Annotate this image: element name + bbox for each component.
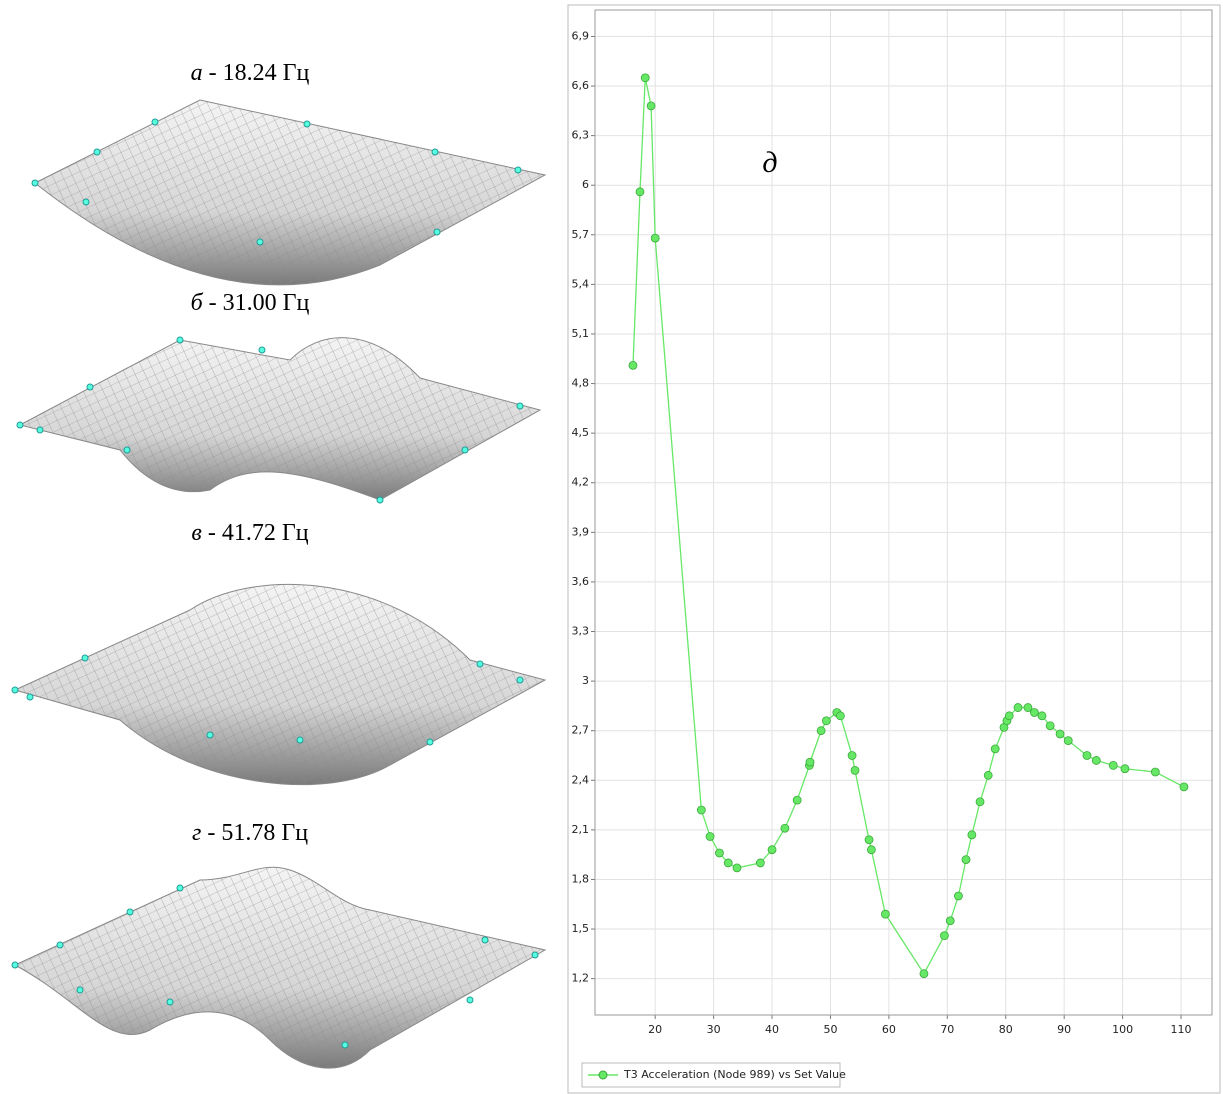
y-tick-label: 4,8	[572, 377, 590, 390]
panel-frequency: - 31.00 Гц	[209, 290, 310, 316]
data-point	[756, 859, 764, 867]
data-point	[651, 234, 659, 242]
panel-letter: б	[191, 290, 204, 316]
data-point	[1092, 756, 1100, 764]
y-tick-label: 2,7	[572, 724, 590, 737]
chart: 1,2 1,5 1,8 2,1 2,4 2,7 3 3,3 3,6 3,9 4,2 4,5 4,8 5,1…	[572, 10, 1213, 1087]
data-point	[984, 771, 992, 779]
y-tick-label: 4,2	[572, 476, 590, 489]
data-point	[647, 102, 655, 110]
panel-frequency: - 18.24 Гц	[209, 60, 310, 86]
data-point	[822, 717, 830, 725]
data-point	[836, 712, 844, 720]
y-tick-label: 2,1	[572, 823, 590, 836]
y-tick-label: 5,1	[572, 327, 590, 340]
data-point	[991, 745, 999, 753]
y-tick-label: 6,6	[572, 79, 590, 92]
mode-shape	[12, 584, 545, 784]
data-point	[629, 361, 637, 369]
x-tick-label: 100	[1112, 1023, 1133, 1036]
data-point	[1056, 730, 1064, 738]
data-point	[940, 932, 948, 940]
data-point	[806, 758, 814, 766]
panel-frequency: - 41.72 Гц	[208, 520, 309, 546]
x-tick-label: 110	[1171, 1023, 1192, 1036]
data-point	[1046, 722, 1054, 730]
data-point	[962, 856, 970, 864]
y-tick-label: 6,9	[572, 29, 590, 42]
data-point	[920, 970, 928, 978]
data-point	[1083, 751, 1091, 759]
panel-letter: а	[191, 60, 203, 86]
data-point	[867, 846, 875, 854]
data-point	[793, 796, 801, 804]
panel-letter: г	[192, 820, 201, 846]
x-tick-label: 50	[823, 1023, 837, 1036]
x-tick-label: 40	[765, 1023, 779, 1036]
data-point	[851, 766, 859, 774]
y-tick-label: 6	[582, 178, 589, 191]
y-tick-label: 1,5	[572, 922, 590, 935]
data-point	[1030, 709, 1038, 717]
x-tick-label: 20	[648, 1023, 662, 1036]
legend: T3 Acceleration (Node 989) vs Set Value	[582, 1063, 846, 1087]
panel-letter: в	[191, 520, 201, 546]
page: а - 18.24 Гц б - 31.00 Гц в - 41.72 Гц г…	[0, 0, 1223, 1094]
x-tick-label: 80	[999, 1023, 1013, 1036]
data-point	[1005, 712, 1013, 720]
panel-caption: а - 18.24 Гц	[191, 60, 310, 86]
y-tick-label: 2,4	[572, 773, 590, 786]
data-point	[1109, 761, 1117, 769]
panel-caption: б - 31.00 Гц	[191, 290, 310, 316]
y-tick-label: 1,2	[572, 972, 590, 985]
plot-area	[595, 10, 1212, 1015]
data-point	[954, 892, 962, 900]
x-tick-label: 70	[940, 1023, 954, 1036]
mode-shape	[12, 867, 545, 1068]
y-tick-label: 6,3	[572, 129, 590, 142]
panel-frequency: - 51.78 Гц	[207, 820, 308, 846]
x-tick-label: 30	[707, 1023, 721, 1036]
figure: а - 18.24 Гц б - 31.00 Гц в - 41.72 Гц г…	[0, 0, 1223, 1094]
data-point	[1180, 783, 1188, 791]
data-point	[968, 831, 976, 839]
data-point	[817, 727, 825, 735]
data-point	[865, 836, 873, 844]
y-tick-label: 3	[582, 674, 589, 687]
data-point	[1151, 768, 1159, 776]
panel-caption: в - 41.72 Гц	[191, 520, 308, 546]
data-point	[706, 832, 714, 840]
data-point	[641, 74, 649, 82]
x-tick-label: 60	[882, 1023, 896, 1036]
annotation: д	[762, 146, 777, 179]
y-tick-label: 3,6	[572, 575, 590, 588]
panel-caption: г - 51.78 Гц	[192, 820, 308, 846]
data-point	[1064, 737, 1072, 745]
y-tick-label: 1,8	[572, 872, 590, 885]
data-point	[697, 806, 705, 814]
data-point	[724, 859, 732, 867]
data-point	[733, 864, 741, 872]
data-point	[715, 849, 723, 857]
data-point	[976, 798, 984, 806]
mode-shape	[32, 100, 545, 285]
y-tick-label: 5,7	[572, 228, 590, 241]
data-point	[768, 846, 776, 854]
y-tick-label: 3,9	[572, 525, 590, 538]
data-point	[636, 188, 644, 196]
data-point	[848, 751, 856, 759]
data-point	[781, 824, 789, 832]
legend-label: T3 Acceleration (Node 989) vs Set Value	[623, 1068, 846, 1081]
y-tick-label: 3,3	[572, 625, 590, 638]
x-tick-label: 90	[1057, 1023, 1071, 1036]
mode-shape	[17, 337, 540, 503]
y-tick-label: 5,4	[572, 277, 590, 290]
data-point	[1014, 704, 1022, 712]
legend-marker	[599, 1071, 607, 1079]
data-point	[946, 917, 954, 925]
data-point	[881, 910, 889, 918]
data-point	[1038, 712, 1046, 720]
y-tick-label: 4,5	[572, 426, 590, 439]
data-point	[1121, 765, 1129, 773]
